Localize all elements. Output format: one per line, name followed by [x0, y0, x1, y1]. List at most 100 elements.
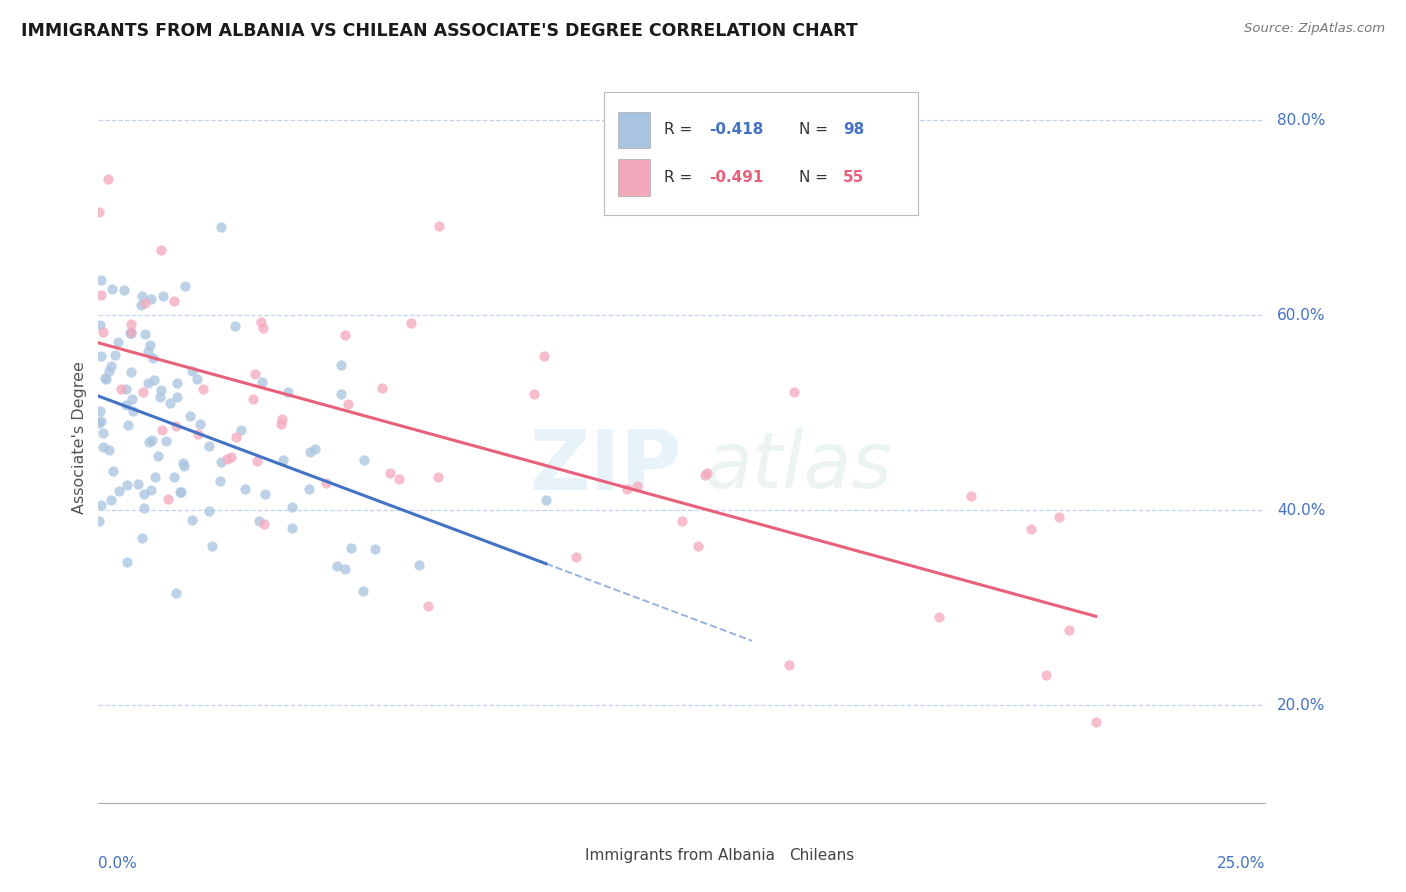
Point — [165, 419, 187, 434]
Point — [166, 390, 188, 404]
Point — [299, 445, 322, 459]
FancyBboxPatch shape — [752, 841, 778, 870]
Point — [138, 434, 160, 449]
Text: 60.0%: 60.0% — [1277, 308, 1326, 323]
Point — [110, 382, 132, 396]
Text: 40.0%: 40.0% — [1277, 503, 1326, 517]
Point — [172, 456, 194, 470]
Point — [169, 485, 191, 500]
Point — [134, 296, 156, 310]
Point — [427, 470, 450, 484]
Point — [90, 499, 112, 513]
Point — [686, 539, 709, 553]
Point — [208, 475, 231, 489]
Text: 98: 98 — [844, 122, 865, 137]
Point — [198, 504, 221, 518]
Point — [339, 541, 361, 555]
Point — [173, 279, 195, 293]
Point — [778, 658, 800, 673]
Point — [173, 459, 195, 474]
Point — [960, 489, 983, 503]
Point — [179, 409, 201, 424]
Point — [271, 412, 294, 426]
Point — [120, 365, 142, 379]
Text: 80.0%: 80.0% — [1277, 112, 1326, 128]
Point — [242, 392, 264, 406]
Point — [90, 288, 112, 302]
Point — [120, 326, 142, 340]
Point — [329, 358, 352, 372]
Point — [141, 433, 163, 447]
Text: 55: 55 — [844, 169, 865, 185]
Point — [136, 343, 159, 358]
Point — [142, 351, 165, 366]
Point — [115, 398, 138, 412]
Point — [352, 584, 374, 599]
Point — [97, 442, 120, 457]
Point — [225, 430, 247, 444]
Point — [87, 515, 110, 529]
Point — [201, 539, 224, 553]
Point — [131, 531, 153, 545]
Point — [1047, 510, 1070, 524]
Point — [523, 387, 546, 401]
Point — [254, 486, 277, 500]
Point — [163, 294, 186, 309]
Point — [101, 282, 124, 296]
Point — [783, 384, 806, 399]
Point — [87, 416, 110, 430]
Point — [616, 482, 638, 496]
Point — [117, 418, 139, 433]
Point — [108, 484, 131, 499]
Point — [250, 315, 273, 329]
Point — [191, 383, 214, 397]
Point — [565, 550, 588, 565]
Point — [94, 371, 117, 385]
Point — [188, 417, 211, 432]
Point — [335, 328, 357, 343]
Point — [277, 384, 299, 399]
Point — [146, 449, 169, 463]
Point — [252, 321, 274, 335]
Text: -0.491: -0.491 — [709, 169, 763, 185]
Y-axis label: Associate's Degree: Associate's Degree — [72, 360, 87, 514]
Point — [112, 283, 135, 297]
Point — [215, 451, 238, 466]
Point — [534, 493, 557, 508]
Point — [90, 349, 112, 363]
Point — [97, 364, 120, 378]
Point — [353, 452, 375, 467]
Point — [155, 434, 177, 449]
Text: Source: ZipAtlas.com: Source: ZipAtlas.com — [1244, 22, 1385, 36]
Point — [250, 375, 273, 389]
Point — [330, 387, 353, 401]
Text: N =: N = — [799, 169, 832, 185]
Text: 25.0%: 25.0% — [1218, 856, 1265, 871]
Point — [136, 376, 159, 390]
Point — [152, 289, 174, 303]
Text: -0.418: -0.418 — [709, 122, 763, 137]
Point — [149, 383, 172, 397]
Point — [121, 404, 143, 418]
Point — [131, 385, 153, 400]
Text: R =: R = — [665, 122, 697, 137]
Point — [114, 382, 136, 396]
Point — [127, 476, 149, 491]
FancyBboxPatch shape — [617, 112, 651, 148]
Point — [326, 558, 349, 573]
Text: N =: N = — [799, 122, 832, 137]
Text: 0.0%: 0.0% — [98, 856, 138, 871]
Point — [1019, 523, 1042, 537]
Point — [281, 500, 304, 514]
Point — [166, 376, 188, 391]
Point — [233, 482, 256, 496]
Point — [928, 610, 950, 624]
Point — [209, 455, 232, 469]
Point — [131, 289, 153, 303]
Text: Immigrants from Albania: Immigrants from Albania — [585, 848, 775, 863]
Text: R =: R = — [665, 169, 697, 185]
Point — [134, 326, 156, 341]
Point — [163, 470, 186, 484]
Point — [91, 326, 114, 340]
Point — [115, 478, 138, 492]
